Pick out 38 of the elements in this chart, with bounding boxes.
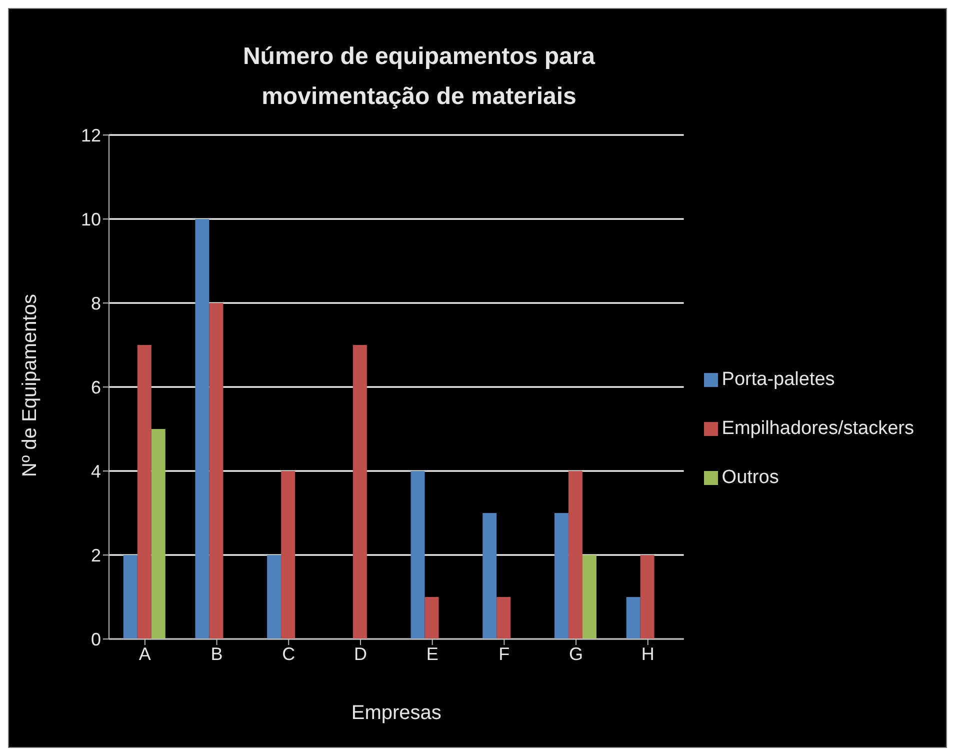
bar — [410, 471, 425, 639]
bar — [281, 471, 296, 639]
y-tick-label: 10 — [80, 209, 101, 230]
legend-label: Porta-paletes — [722, 368, 835, 390]
bar — [209, 303, 224, 639]
bar — [640, 555, 654, 639]
x-tick-label: A — [138, 644, 151, 664]
bar — [482, 513, 497, 639]
y-tick-label: 6 — [90, 377, 101, 398]
bar — [582, 555, 596, 639]
x-tick-label: C — [282, 644, 296, 664]
bar — [554, 513, 568, 639]
y-tick-label: 4 — [90, 461, 101, 482]
bar — [137, 345, 152, 639]
legend-label: Outros — [722, 466, 779, 488]
y-tick-label: 12 — [80, 125, 101, 146]
y-tick-label: 2 — [90, 545, 101, 566]
x-tick-label: B — [210, 644, 223, 664]
bar — [123, 555, 138, 639]
x-axis-title: Empresas — [351, 702, 442, 724]
bar — [195, 219, 210, 639]
bar — [626, 597, 640, 639]
bar — [352, 345, 367, 639]
x-tick-label: H — [641, 644, 654, 664]
bar — [267, 555, 282, 639]
y-tick-label: 8 — [90, 293, 101, 314]
bar — [568, 471, 582, 639]
y-axis-title: Nº de Equipamentos — [19, 294, 42, 477]
chart-title: Número de equipamentos para movimentação de materiais — [242, 42, 596, 112]
bar — [496, 597, 511, 639]
y-tick-label: 0 — [90, 629, 101, 650]
x-tick-label: D — [354, 644, 367, 664]
x-tick-label: E — [426, 644, 438, 664]
bar — [424, 597, 439, 639]
legend-label: Empilhadores/stackers — [722, 418, 914, 438]
x-tick-label: F — [498, 644, 510, 664]
bar — [151, 429, 166, 639]
x-tick-label: G — [569, 644, 584, 664]
